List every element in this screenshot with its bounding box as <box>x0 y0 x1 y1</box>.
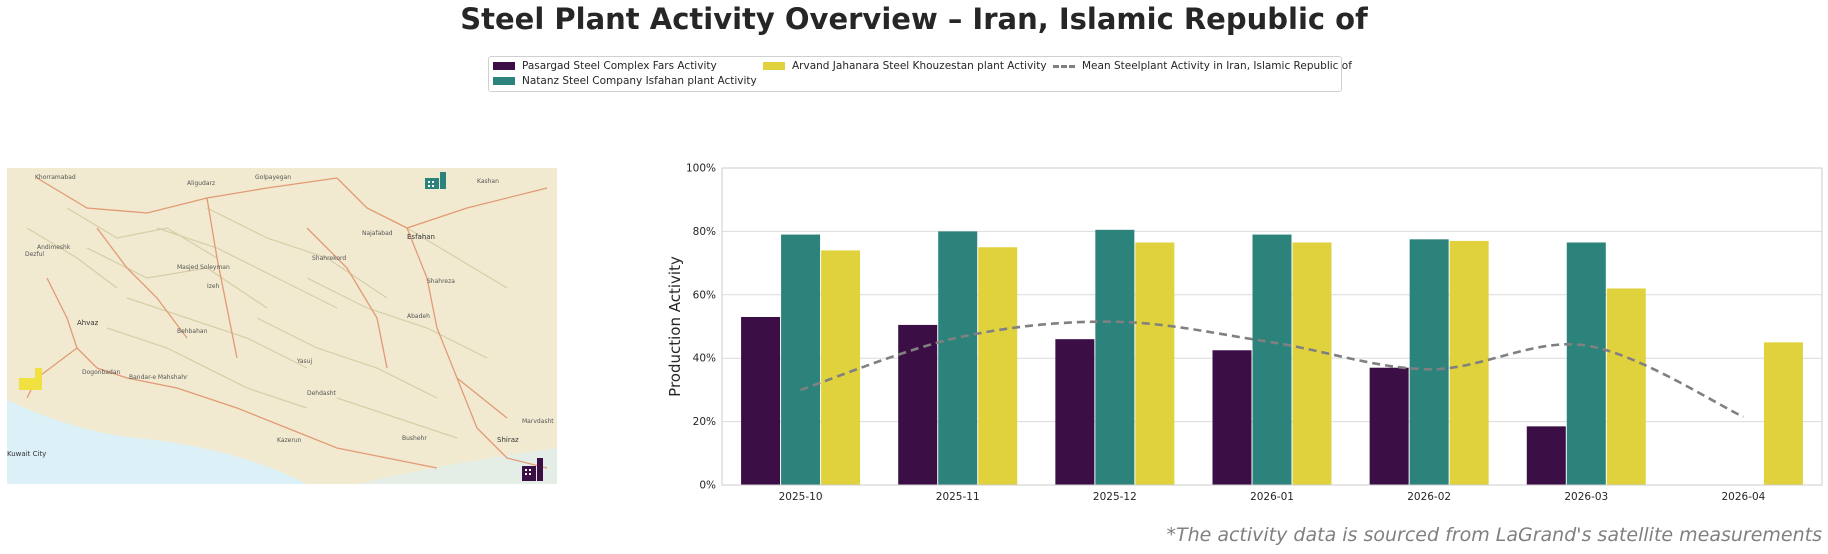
bar <box>1292 242 1332 485</box>
legend-item-natanz: Natanz Steel Company Isfahan plant Activ… <box>493 75 757 87</box>
bar <box>1606 288 1646 485</box>
legend: Pasargad Steel Complex Fars Activity Nat… <box>488 56 1352 92</box>
legend-swatch-pasargad <box>493 62 515 70</box>
x-tick-label: 2026-01 <box>1250 491 1294 503</box>
map-label-11: Shahreza <box>427 278 455 285</box>
bar <box>978 247 1018 485</box>
map-label-0: Khorramabad <box>35 174 76 181</box>
mean-line-layer <box>800 320 1744 419</box>
bar <box>1095 229 1135 485</box>
bar <box>821 250 861 485</box>
y-tick-label: 100% <box>686 163 716 175</box>
activity-bar-chart: 0% 20% 40% 60% 80% 100% 2025-10 2025-11 2025-12 2… <box>600 160 1828 509</box>
bar <box>1526 426 1566 485</box>
legend-label-natanz: Natanz Steel Company Isfahan plant Activ… <box>522 75 757 87</box>
mean-activity-line <box>800 320 1744 419</box>
y-tick-label: 80% <box>693 226 716 238</box>
map-label-2: Golpayegan <box>255 174 291 181</box>
legend-label-arvand: Arvand Jahanara Steel Khouzestan plant A… <box>792 60 1047 72</box>
map-label-20: Shiraz <box>497 436 519 444</box>
map-label-23: Bushehr <box>402 435 427 442</box>
map-label-14: Yasuj <box>296 358 312 365</box>
map-land <box>7 168 557 484</box>
x-tick-label: 2026-02 <box>1407 491 1451 503</box>
map-label-1: Aligudarz <box>187 180 215 187</box>
map-label-6: Andimeshk <box>37 244 71 251</box>
y-tick-label: 60% <box>693 289 716 301</box>
map-canvas: Khorramabad Aligudarz Golpayegan Kashan … <box>7 168 557 484</box>
map-label-8: Masjed Soleyman <box>177 264 230 271</box>
x-tick-label: 2025-12 <box>1093 491 1137 503</box>
x-tick-label: 2025-11 <box>936 491 980 503</box>
legend-item-pasargad: Pasargad Steel Complex Fars Activity <box>493 60 717 72</box>
legend-item-arvand: Arvand Jahanara Steel Khouzestan plant A… <box>763 60 1047 72</box>
bar-layer <box>741 229 1803 485</box>
bar <box>1409 239 1449 485</box>
bar <box>938 231 978 485</box>
legend-label-mean: Mean Steelplant Activity in Iran, Islami… <box>1082 60 1352 72</box>
footnote: *The activity data is sourced from LaGra… <box>1166 524 1822 546</box>
bar <box>741 316 781 485</box>
map-label-3: Kashan <box>477 178 499 185</box>
bar <box>1449 240 1489 485</box>
bar <box>1369 367 1409 485</box>
y-tick-label: 0% <box>699 480 716 492</box>
legend-swatch-mean <box>1053 64 1075 68</box>
map-lake <box>357 448 557 484</box>
legend-label-pasargad: Pasargad Steel Complex Fars Activity <box>522 60 717 72</box>
map-label-4: Najafabad <box>362 230 393 237</box>
map-label-5: Esfahan <box>407 233 435 241</box>
factory-icon-pasargad <box>522 458 543 481</box>
legend-swatch-natanz <box>493 77 515 85</box>
map-label-18: Dehdasht <box>307 390 337 397</box>
y-tick-label: 20% <box>693 416 716 428</box>
bar <box>1763 342 1803 485</box>
plot-frame <box>721 167 1823 486</box>
bar <box>1135 242 1175 485</box>
bar <box>1212 350 1252 485</box>
map-label-21: Kuwait City <box>7 450 46 458</box>
map-label-17: Dogonbadan <box>82 369 121 376</box>
map-label-9: Izeh <box>207 283 220 290</box>
legend-swatch-arvand <box>763 62 785 70</box>
y-tick-label: 40% <box>693 353 716 365</box>
factory-icon-natanz <box>425 172 446 189</box>
bar <box>1566 242 1606 485</box>
map-labels: Khorramabad Aligudarz Golpayegan Kashan … <box>7 174 554 458</box>
bar <box>781 234 821 485</box>
x-tick-label: 2026-03 <box>1564 491 1608 503</box>
x-tick-label: 2025-10 <box>779 491 823 503</box>
map-label-19: Marvdasht <box>522 418 554 425</box>
map-label-7: Dezful <box>25 251 44 258</box>
axis-layer: 0% 20% 40% 60% 80% 100% 2025-10 2025-11 2025-12 2… <box>666 163 1823 503</box>
factory-icon-arvand <box>19 368 42 390</box>
chart-svg: 0% 20% 40% 60% 80% 100% 2025-10 2025-11 2025-12 2… <box>666 163 1823 503</box>
map-label-22: Kazerun <box>277 437 302 444</box>
map-sea <box>7 400 307 484</box>
y-axis-label: Production Activity <box>666 256 684 397</box>
bar <box>1252 234 1292 485</box>
map-label-16: Bandar-e Mahshahr <box>129 374 188 381</box>
x-tick-label: 2026-04 <box>1721 491 1765 503</box>
chart-title: Steel Plant Activity Overview – Iran, Is… <box>460 2 1368 36</box>
map-label-15: Abadeh <box>407 313 430 320</box>
bar <box>1055 339 1095 485</box>
map-label-10: Shahrekord <box>312 255 346 262</box>
map-label-12: Ahvaz <box>77 319 99 327</box>
map-relief <box>26 207 508 439</box>
plant-location-map: Khorramabad Aligudarz Golpayegan Kashan … <box>7 168 557 484</box>
legend-item-mean: Mean Steelplant Activity in Iran, Islami… <box>1053 60 1352 72</box>
map-label-13: Behbahan <box>177 328 208 335</box>
